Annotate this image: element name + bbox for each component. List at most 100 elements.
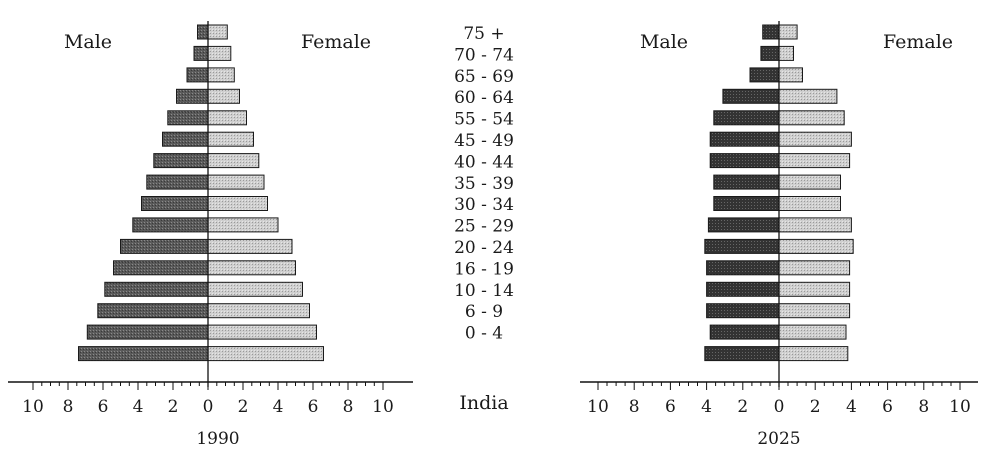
bar-male-1990-4 <box>167 110 209 126</box>
age-group-label: 20 - 24 <box>454 238 514 258</box>
bar-female-1990-6 <box>207 153 260 169</box>
year-label-2025: 2025 <box>757 429 800 449</box>
bar-female-1990-4 <box>207 110 247 126</box>
bar-female-1990-13 <box>207 303 310 319</box>
bar-male-2025-0 <box>762 24 780 40</box>
x-tick-label-1990: 10 <box>372 397 394 417</box>
age-group-label: 55 - 54 <box>454 110 514 130</box>
bar-female-1990-0 <box>207 24 228 40</box>
age-group-label: 6 - 9 <box>465 302 503 322</box>
bar-female-2025-12 <box>778 281 851 297</box>
bar-male-2025-2 <box>749 67 780 83</box>
age-group-label: 0 - 4 <box>465 324 503 344</box>
bar-male-2025-14 <box>709 324 780 340</box>
bar-male-1990-10 <box>120 238 209 254</box>
x-tick-label-2025: 0 <box>774 397 785 417</box>
bar-male-2025-12 <box>706 281 780 297</box>
x-tick-label-2025: 2 <box>810 397 821 417</box>
bar-female-1990-9 <box>207 217 279 233</box>
age-group-label: 40 - 44 <box>454 152 514 172</box>
bar-male-1990-7 <box>146 174 209 190</box>
bar-female-2025-4 <box>778 110 845 126</box>
bar-male-2025-3 <box>722 88 780 104</box>
x-tick-label-1990: 4 <box>133 397 144 417</box>
bar-male-2025-7 <box>713 174 780 190</box>
bar-male-1990-6 <box>153 153 209 169</box>
bar-female-1990-8 <box>207 196 268 211</box>
bar-male-1990-2 <box>186 67 209 83</box>
x-tick-label-2025: 6 <box>665 397 676 417</box>
bar-female-2025-15 <box>778 346 849 362</box>
age-group-label: 25 - 29 <box>454 217 514 237</box>
age-group-label: 35 - 39 <box>454 174 514 194</box>
x-tick-label-2025: 10 <box>949 397 971 417</box>
bar-male-1990-13 <box>97 303 209 319</box>
bar-male-2025-6 <box>709 153 780 169</box>
bar-female-2025-0 <box>778 24 798 40</box>
bar-male-2025-11 <box>706 260 780 276</box>
male-annotation-1990: Male <box>64 31 112 53</box>
age-group-label: 65 - 69 <box>454 67 514 87</box>
bar-male-1990-8 <box>141 196 209 211</box>
female-annotation-2025: Female <box>883 31 953 53</box>
bar-female-2025-3 <box>778 88 838 104</box>
bar-male-1990-14 <box>86 324 209 340</box>
bar-female-1990-12 <box>207 281 303 297</box>
bar-male-2025-5 <box>709 131 780 147</box>
country-label: India <box>459 392 508 414</box>
age-group-label: 45 - 49 <box>454 131 514 151</box>
x-tick-label-1990: 6 <box>308 397 319 417</box>
bar-male-1990-15 <box>78 346 209 362</box>
bar-female-2025-2 <box>778 67 803 83</box>
bar-male-2025-4 <box>713 110 780 126</box>
x-tick-label-2025: 8 <box>629 397 640 417</box>
male-annotation-2025: Male <box>640 31 688 53</box>
x-tick-label-2025: 6 <box>882 397 893 417</box>
age-group-label: 70 - 74 <box>454 45 514 65</box>
x-tick-label-2025: 2 <box>737 397 748 417</box>
bar-male-1990-0 <box>197 24 209 40</box>
bar-male-1990-1 <box>193 45 209 61</box>
bar-female-1990-1 <box>207 45 232 61</box>
x-tick-label-1990: 8 <box>343 397 354 417</box>
age-group-label: 30 - 34 <box>454 195 514 215</box>
x-tick-label-2025: 8 <box>918 397 929 417</box>
age-group-label: 16 - 19 <box>454 259 514 279</box>
bar-female-1990-2 <box>207 67 235 83</box>
bar-male-2025-15 <box>704 346 780 362</box>
bar-female-1990-15 <box>207 346 324 362</box>
bar-female-2025-5 <box>778 131 852 147</box>
x-tick-label-1990: 2 <box>238 397 249 417</box>
bar-female-2025-13 <box>778 303 851 319</box>
bar-female-2025-11 <box>778 260 851 276</box>
pyramid-1990: 10 8 6 4 2 0 2 4 6 8 10 <box>8 21 413 417</box>
bar-female-1990-11 <box>207 260 296 276</box>
x-tick-label-2025: 4 <box>846 397 857 417</box>
age-group-label: 10 - 14 <box>454 281 514 301</box>
x-tick-label-1990: 2 <box>168 397 179 417</box>
x-tick-label-1990: 0 <box>203 397 214 417</box>
pyramid-2025: 10 8 6 4 2 0 2 4 6 8 10 <box>580 21 978 417</box>
age-group-label: 60 - 64 <box>454 88 514 108</box>
bar-female-1990-3 <box>207 88 240 104</box>
x-tick-label-1990: 6 <box>98 397 109 417</box>
bar-female-1990-5 <box>207 131 254 147</box>
bar-female-2025-8 <box>778 196 841 211</box>
bar-female-1990-7 <box>207 174 265 190</box>
bar-female-2025-1 <box>778 45 794 61</box>
bar-female-1990-14 <box>207 324 317 340</box>
female-annotation-1990: Female <box>301 31 371 53</box>
bar-male-1990-5 <box>162 131 209 147</box>
x-tick-label-1990: 8 <box>63 397 74 417</box>
bar-male-1990-3 <box>176 88 209 104</box>
x-tick-label-2025: 4 <box>701 397 712 417</box>
bar-male-2025-10 <box>704 238 780 254</box>
x-tick-label-1990: 10 <box>22 397 44 417</box>
bar-female-2025-14 <box>778 324 847 340</box>
age-group-label: 75 + <box>463 24 504 44</box>
bar-male-1990-9 <box>132 217 209 233</box>
bar-female-1990-10 <box>207 238 293 254</box>
bar-male-2025-1 <box>760 45 780 61</box>
